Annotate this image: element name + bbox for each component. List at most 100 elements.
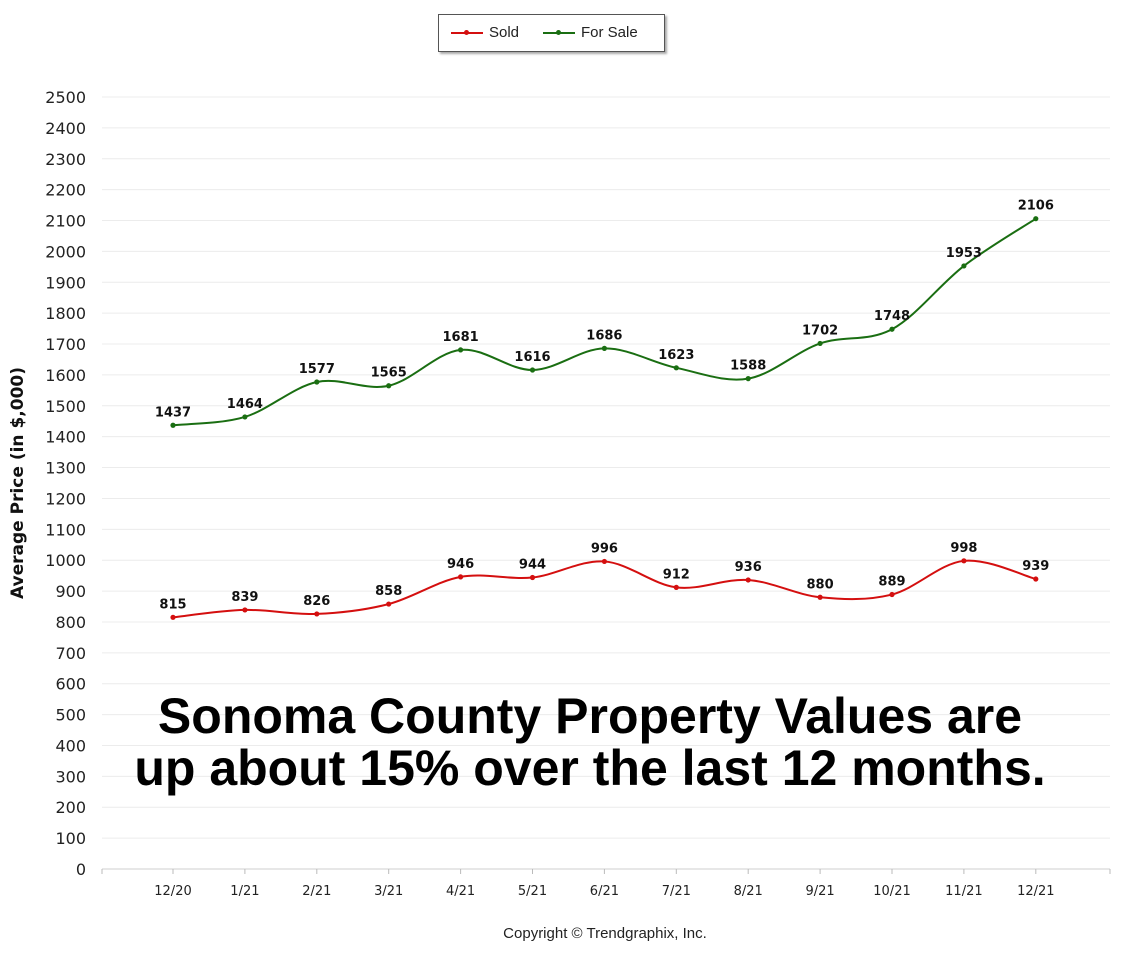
data-label-sold: 858: [375, 584, 402, 599]
data-point-for-sale: [314, 379, 320, 385]
headline: Sonoma County Property Values are up abo…: [100, 690, 1080, 794]
y-tick-label: 900: [55, 582, 86, 601]
legend-item-sold: Sold: [451, 24, 519, 41]
y-tick-label: 700: [55, 644, 86, 663]
x-tick-label: 3/21: [374, 884, 403, 899]
data-label-sold: 912: [663, 567, 690, 582]
data-point-for-sale: [529, 367, 536, 373]
data-point-sold: [386, 601, 392, 607]
data-point-sold: [889, 591, 895, 598]
data-point-for-sale: [745, 376, 751, 382]
x-tick-label: 12/20: [154, 884, 191, 899]
data-point-for-sale: [673, 365, 679, 371]
copyright: Copyright © Trendgraphix, Inc.: [503, 925, 707, 942]
y-tick-label: 2200: [45, 181, 86, 200]
data-point-sold: [961, 558, 967, 564]
data-point-for-sale: [601, 345, 608, 351]
y-tick-label: 200: [55, 798, 86, 817]
y-tick-label: 1800: [45, 304, 86, 323]
data-point-for-sale: [961, 263, 967, 269]
data-point-sold: [458, 574, 464, 580]
legend-label-sold: Sold: [489, 24, 520, 41]
y-tick-label: 2000: [45, 242, 86, 261]
x-tick-label: 5/21: [518, 884, 547, 899]
y-tick-label: 400: [55, 736, 86, 755]
data-label-sold: 826: [303, 594, 330, 609]
data-label-for-sale: 1588: [730, 359, 766, 374]
data-point-for-sale: [170, 422, 176, 428]
y-tick-label: 1000: [45, 551, 86, 570]
data-label-sold: 936: [735, 560, 762, 575]
x-tick-label: 9/21: [805, 884, 834, 899]
data-label-for-sale: 1623: [658, 348, 694, 363]
data-label-for-sale: 1565: [371, 366, 407, 381]
legend-swatch-sold: [451, 29, 483, 35]
y-tick-label: 2300: [45, 150, 86, 169]
legend: Sold For Sale: [438, 14, 665, 52]
data-label-sold: 815: [159, 597, 186, 612]
y-tick-label: 100: [55, 829, 86, 848]
data-label-sold: 944: [519, 557, 546, 572]
data-point-sold: [314, 611, 320, 617]
data-point-sold: [242, 607, 248, 613]
data-point-sold: [817, 594, 823, 600]
y-tick-label: 600: [55, 675, 86, 694]
data-label-for-sale: 1681: [443, 330, 479, 345]
y-tick-label: 300: [55, 767, 86, 786]
x-tick-label: 6/21: [590, 884, 619, 899]
data-point-sold: [529, 574, 536, 581]
headline-line-1: Sonoma County Property Values are: [157, 688, 1023, 744]
data-label-sold: 889: [878, 574, 905, 589]
legend-item-for-sale: For Sale: [543, 24, 638, 41]
legend-swatch-for-sale: [543, 29, 575, 35]
y-tick-label: 2400: [45, 119, 86, 138]
x-tick-label: 11/21: [945, 884, 982, 899]
data-point-for-sale: [817, 340, 823, 347]
y-tick-label: 1900: [45, 273, 86, 292]
y-tick-label: 1600: [45, 366, 86, 385]
data-label-sold: 946: [447, 557, 474, 572]
y-tick-label: 500: [55, 706, 86, 725]
headline-line-2: up about 15% over the last 12 months.: [134, 740, 1046, 796]
data-label-for-sale: 1616: [514, 350, 550, 365]
data-point-sold: [601, 558, 608, 565]
data-label-sold: 880: [807, 577, 834, 592]
y-tick-label: 1400: [45, 428, 86, 447]
data-label-for-sale: 1464: [227, 397, 263, 412]
data-label-sold: 998: [950, 541, 977, 556]
data-point-sold: [170, 614, 176, 620]
data-label-for-sale: 1686: [586, 328, 622, 343]
data-label-for-sale: 1437: [155, 405, 191, 420]
data-point-for-sale: [1033, 216, 1039, 222]
data-point-sold: [673, 584, 679, 590]
y-tick-label: 1100: [45, 520, 86, 539]
y-tick-label: 800: [55, 613, 86, 632]
data-label-sold: 839: [231, 590, 258, 605]
y-tick-label: 2100: [45, 212, 86, 231]
x-tick-label: 2/21: [302, 884, 331, 899]
y-tick-label: 1300: [45, 459, 86, 478]
y-tick-label: 1500: [45, 397, 86, 416]
data-point-for-sale: [242, 414, 248, 420]
y-axis-label: Average Price (in $,000): [8, 367, 28, 599]
y-tick-label: 0: [76, 860, 86, 879]
y-tick-label: 2500: [45, 88, 86, 107]
x-tick-label: 12/21: [1017, 884, 1054, 899]
legend-label-for-sale: For Sale: [581, 24, 638, 41]
y-tick-label: 1200: [45, 489, 86, 508]
x-tick-label: 4/21: [446, 884, 475, 899]
data-point-sold: [1033, 576, 1039, 582]
x-tick-label: 1/21: [230, 884, 259, 899]
data-label-for-sale: 1953: [946, 246, 982, 261]
data-label-for-sale: 1702: [802, 323, 838, 338]
data-label-sold: 939: [1022, 559, 1049, 574]
data-point-for-sale: [386, 383, 392, 389]
y-tick-label: 1700: [45, 335, 86, 354]
x-tick-label: 10/21: [873, 884, 910, 899]
data-label-for-sale: 2106: [1018, 199, 1054, 214]
data-label-sold: 996: [591, 541, 618, 556]
data-point-for-sale: [889, 326, 895, 332]
data-point-sold: [745, 577, 751, 583]
